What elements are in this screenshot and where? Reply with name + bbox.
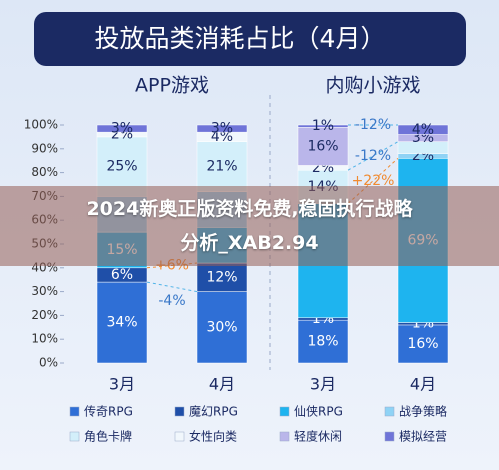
data-label: 3% — [111, 121, 133, 137]
x-tick-label: 4月 — [410, 375, 436, 394]
bar-segment — [297, 124, 349, 128]
bar-segment — [397, 124, 449, 135]
legend-swatch — [174, 406, 185, 417]
data-label: 6% — [111, 267, 133, 283]
change-label: -12% — [355, 117, 391, 133]
data-label: 4% — [211, 129, 233, 145]
overlay-line: 分析_XAB2.94 — [180, 232, 319, 254]
legend-swatch — [174, 431, 185, 442]
data-label: 30% — [206, 319, 237, 335]
y-tick-label: 100% — [24, 118, 58, 132]
y-tick-label: 80% — [31, 165, 58, 179]
legend-label: 女性向类 — [189, 429, 237, 444]
legend-label: 战争策略 — [399, 404, 447, 419]
legend-label: 仙侠RPG — [294, 405, 343, 419]
legend-swatch — [69, 406, 80, 417]
bar-segment — [196, 262, 248, 292]
data-label: 12% — [206, 269, 237, 285]
legend-label: 角色卡牌 — [84, 430, 132, 444]
change-label: -4% — [158, 293, 185, 309]
bar-segment — [196, 124, 248, 133]
chart-title: 投放品类消耗占比（4月） — [95, 24, 386, 53]
bar-segment — [196, 141, 248, 192]
x-tick-label: 4月 — [209, 375, 235, 394]
change-connector — [146, 281, 198, 293]
legend-label: 轻度休闲 — [294, 429, 342, 444]
bar-segment — [297, 127, 349, 166]
title-box — [34, 12, 466, 66]
y-tick-label: 0% — [39, 356, 58, 370]
data-label: 25% — [106, 159, 137, 175]
y-tick-label: 90% — [31, 141, 58, 155]
legend-label: 传奇RPG — [84, 404, 133, 419]
change-label: -12% — [355, 148, 391, 164]
legend-swatch — [279, 406, 290, 417]
change-label: +22% — [352, 173, 395, 189]
panel-title: 内购小游戏 — [325, 75, 420, 97]
data-label: 3% — [211, 121, 233, 137]
legend-label: 模拟经营 — [399, 430, 447, 444]
bar-segment — [297, 319, 349, 364]
overlay-line: 2024新奥正版资料免费,稳固执行战略 — [86, 198, 413, 220]
panel-title: APP游戏 — [135, 75, 209, 97]
data-label: 34% — [106, 315, 137, 331]
data-label: 21% — [206, 159, 237, 175]
y-tick-label: 20% — [31, 308, 58, 322]
overlay-banner: 2024新奥正版资料免费,稳固执行战略 分析_XAB2.94 — [0, 186, 499, 266]
y-tick-label: 30% — [31, 284, 58, 298]
data-label: 18% — [307, 334, 338, 350]
bar-segment — [397, 324, 449, 364]
x-tick-label: 3月 — [109, 375, 135, 394]
data-label: 4% — [412, 122, 434, 138]
change-connector — [347, 157, 399, 204]
legend-swatch — [279, 431, 290, 442]
legend-swatch — [384, 431, 395, 442]
legend-label: 魔幻RPG — [189, 404, 238, 419]
bar-segment — [96, 281, 148, 364]
y-tick-label: 10% — [31, 332, 58, 346]
legend-swatch — [69, 431, 80, 442]
x-tick-label: 3月 — [310, 375, 336, 394]
bar-segment — [96, 124, 148, 133]
legend-swatch — [384, 406, 395, 417]
data-label: 16% — [307, 138, 338, 154]
data-label: 16% — [407, 336, 438, 352]
data-label: 1% — [312, 118, 334, 134]
